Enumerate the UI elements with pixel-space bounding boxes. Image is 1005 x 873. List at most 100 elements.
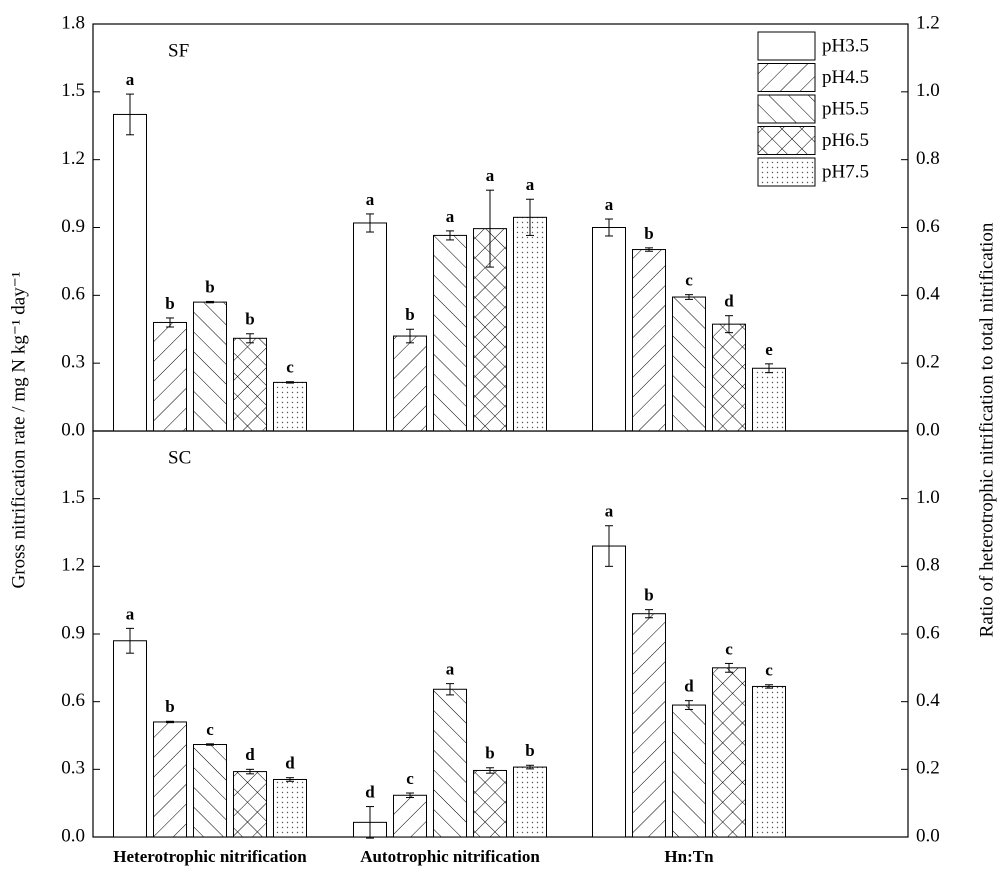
y2-tick-label: 0.0 xyxy=(916,419,940,440)
significance-label: e xyxy=(765,340,773,359)
legend-label: pH4.5 xyxy=(822,67,869,88)
y-tick-label: 0.3 xyxy=(61,352,85,373)
significance-label: a xyxy=(126,604,135,623)
bar xyxy=(632,613,666,838)
y2-axis-label: Ratio of heterotrophic nitrification to … xyxy=(976,222,997,637)
significance-label: a xyxy=(526,175,535,194)
bar xyxy=(752,367,786,432)
y2-tick-label: 0.4 xyxy=(916,690,940,711)
significance-label: d xyxy=(724,292,734,311)
bar xyxy=(193,744,227,838)
y2-tick-label: 0.8 xyxy=(916,555,940,576)
bar xyxy=(513,216,547,432)
bar xyxy=(632,249,666,432)
bar xyxy=(193,301,227,432)
y2-tick-label: 0.2 xyxy=(916,758,940,779)
legend-swatch xyxy=(757,94,816,124)
bar xyxy=(393,335,427,432)
significance-label: c xyxy=(286,358,294,377)
bar xyxy=(153,721,187,838)
bar xyxy=(113,113,147,432)
y2-tick-label: 0.2 xyxy=(916,352,940,373)
y-tick-label: 0.0 xyxy=(61,419,85,440)
significance-label: a xyxy=(605,195,614,214)
significance-label: b xyxy=(245,310,254,329)
y-tick-label: 1.8 xyxy=(61,12,85,33)
legend-swatch xyxy=(757,157,816,187)
bar xyxy=(393,794,427,838)
bar xyxy=(592,227,626,432)
significance-label: c xyxy=(406,769,414,788)
y2-tick-label: 1.2 xyxy=(916,12,940,33)
significance-label: b xyxy=(644,586,653,605)
significance-label: a xyxy=(486,166,495,185)
y-tick-label: 0.0 xyxy=(61,825,85,846)
bar xyxy=(473,769,507,838)
bar xyxy=(273,381,307,432)
significance-label: c xyxy=(685,271,693,290)
significance-label: a xyxy=(126,70,135,89)
bar xyxy=(672,296,706,432)
y-tick-label: 0.6 xyxy=(61,284,85,305)
y-tick-label: 0.3 xyxy=(61,758,85,779)
significance-label: b xyxy=(205,277,214,296)
significance-label: d xyxy=(285,754,295,773)
significance-label: b xyxy=(644,224,653,243)
significance-label: b xyxy=(485,744,494,763)
significance-label: c xyxy=(765,661,773,680)
bar xyxy=(433,688,467,838)
x-tick-label: Autotrophic nitrification xyxy=(360,847,540,866)
bar xyxy=(113,640,147,838)
significance-label: a xyxy=(366,190,375,209)
y-tick-label: 1.5 xyxy=(61,80,85,101)
significance-label: a xyxy=(605,502,614,521)
bar xyxy=(273,778,307,838)
panel-title: SF xyxy=(168,40,189,61)
y-tick-label: 1.5 xyxy=(61,487,85,508)
significance-label: b xyxy=(165,697,174,716)
x-tick-label: Hn:Tn xyxy=(664,847,714,866)
legend-label: pH6.5 xyxy=(822,130,869,151)
bar xyxy=(353,222,387,432)
legend-label: pH7.5 xyxy=(822,161,869,182)
significance-label: a xyxy=(446,207,455,226)
y-tick-label: 1.2 xyxy=(61,148,85,169)
y-tick-label: 0.6 xyxy=(61,690,85,711)
y-tick-label: 0.9 xyxy=(61,622,85,643)
bar xyxy=(712,667,746,838)
y-tick-label: 0.9 xyxy=(61,216,85,237)
bar xyxy=(153,321,187,432)
significance-label: b xyxy=(525,741,534,760)
legend-label: pH5.5 xyxy=(822,98,869,119)
legend-label: pH3.5 xyxy=(822,35,869,56)
significance-label: d xyxy=(365,782,375,801)
y2-tick-label: 0.6 xyxy=(916,622,940,643)
y-axis-label: Gross nitrification rate / mg N kg⁻¹ day… xyxy=(8,271,29,588)
bar xyxy=(712,323,746,432)
significance-label: b xyxy=(165,294,174,313)
bar xyxy=(672,704,706,838)
significance-label: a xyxy=(446,660,455,679)
legend-swatch xyxy=(757,31,816,61)
significance-label: d xyxy=(684,677,694,696)
y2-tick-label: 1.0 xyxy=(916,80,940,101)
bar xyxy=(233,771,267,838)
y-tick-label: 1.2 xyxy=(61,555,85,576)
significance-label: c xyxy=(206,720,214,739)
bar xyxy=(233,337,267,432)
x-tick-label: Heterotrophic nitrification xyxy=(113,847,307,866)
y2-tick-label: 0.6 xyxy=(916,216,940,237)
bar xyxy=(513,766,547,838)
significance-label: c xyxy=(725,639,733,658)
legend-swatch xyxy=(757,63,816,92)
panel-title: SC xyxy=(168,447,191,468)
significance-label: b xyxy=(405,305,414,324)
bar xyxy=(433,234,467,432)
bar xyxy=(752,685,786,838)
y2-tick-label: 0.8 xyxy=(916,148,940,169)
legend-swatch xyxy=(757,126,816,155)
y2-tick-label: 0.0 xyxy=(916,825,940,846)
bar xyxy=(592,545,626,838)
y2-tick-label: 1.0 xyxy=(916,487,940,508)
